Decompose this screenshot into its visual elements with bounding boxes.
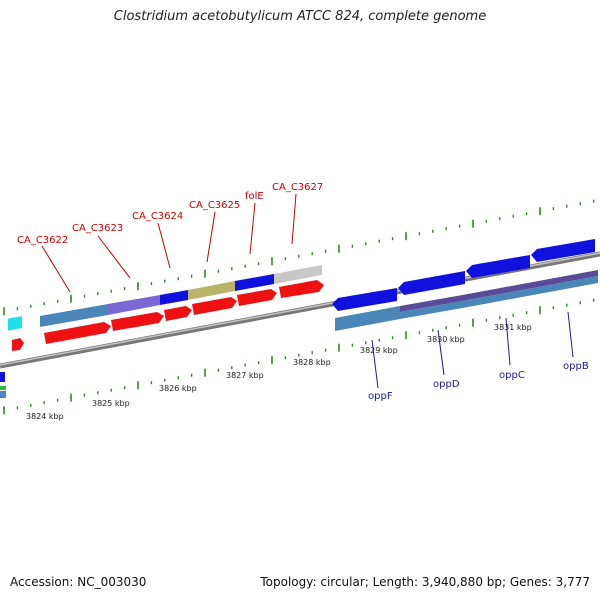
genome-stats-label: Topology: circular; Length: 3,940,880 bp…	[260, 575, 590, 589]
feature-blue-1[interactable]	[160, 290, 188, 305]
scale-label-3825: 3825 kbp	[92, 399, 130, 408]
cds-arrow-oppf[interactable]	[332, 288, 397, 311]
scale-label-3830: 3830 kbp	[427, 335, 465, 344]
top-gene-labels: CA_C3622 CA_C3623 CA_C3624 CA_C3625 folE…	[17, 182, 323, 246]
gene-label-oppb[interactable]: oppB	[563, 361, 589, 372]
bottom-strand-track-lower	[0, 270, 598, 398]
bottom-gene-labels: oppF oppD oppC oppB	[368, 361, 589, 402]
cds-arrow-ca-c3624[interactable]	[164, 306, 192, 321]
cds-arrow-ca-c3622[interactable]	[44, 322, 111, 344]
callout-ca-c3622	[41, 245, 71, 293]
cds-arrow-fole[interactable]	[237, 289, 277, 306]
feature-steel-blue-1[interactable]	[40, 304, 108, 327]
scale-label-3828: 3828 kbp	[293, 358, 331, 367]
feature-cyan-partial[interactable]	[8, 316, 22, 331]
gene-label-ca-c3627[interactable]: CA_C3627	[272, 182, 323, 193]
top-strand-track-upper	[40, 265, 322, 327]
cds-arrow-ca-c3623[interactable]	[111, 312, 164, 331]
gene-label-fole[interactable]: folE	[245, 191, 264, 202]
scale-label-3827: 3827 kbp	[226, 371, 264, 380]
callout-fole	[249, 202, 256, 255]
feature-purple-1[interactable]	[108, 295, 160, 315]
gene-label-oppc[interactable]: oppC	[499, 370, 525, 381]
scale-label-3826: 3826 kbp	[159, 384, 197, 393]
feature-green-partial[interactable]	[0, 386, 6, 390]
scale-label-3831: 3831 kbp	[494, 323, 532, 332]
scale-labels: 3824 kbp 3825 kbp 3826 kbp 3827 kbp 3828…	[26, 323, 532, 421]
callout-ca-c3625	[206, 211, 216, 263]
callout-oppb	[567, 311, 574, 358]
callout-ca-c3623	[97, 235, 131, 279]
bottom-label-callouts	[371, 311, 574, 389]
cds-arrow-oppd[interactable]	[398, 271, 465, 295]
map-title: Clostridium acetobutylicum ATCC 824, com…	[113, 9, 487, 24]
callout-ca-c3624	[157, 222, 171, 269]
scale-label-3824: 3824 kbp	[26, 412, 64, 421]
top-label-callouts	[41, 193, 297, 293]
feature-blue-2[interactable]	[235, 274, 274, 291]
top-strand-cds	[8, 280, 324, 351]
feature-steel-partial[interactable]	[0, 391, 6, 398]
callout-oppd	[437, 329, 445, 376]
bottom-strand-cds	[332, 239, 595, 311]
feature-dark-purple-1[interactable]	[400, 294, 468, 312]
scale-ticks-top	[3, 199, 595, 316]
gene-label-ca-c3624[interactable]: CA_C3624	[132, 211, 183, 222]
scale-ticks-bottom	[3, 298, 595, 415]
callout-oppf	[371, 339, 379, 389]
callout-oppc	[505, 317, 511, 366]
cds-arrow-oppc[interactable]	[466, 255, 530, 278]
cds-arrow-ca-c3625[interactable]	[192, 297, 237, 315]
callout-ca-c3627	[291, 193, 297, 245]
feature-blue-partial[interactable]	[0, 372, 5, 382]
gene-label-oppd[interactable]: oppD	[433, 379, 460, 390]
scale-label-3829: 3829 kbp	[360, 346, 398, 355]
feature-dark-purple-3[interactable]	[533, 270, 598, 288]
feature-gray-1[interactable]	[274, 265, 322, 284]
cds-arrow-ca-c3627[interactable]	[279, 280, 324, 298]
feature-olive-1[interactable]	[188, 281, 235, 300]
gene-label-ca-c3625[interactable]: CA_C3625	[189, 200, 240, 211]
gene-label-oppf[interactable]: oppF	[368, 391, 393, 402]
cds-arrow-left-partial[interactable]	[12, 338, 24, 351]
gene-label-ca-c3623[interactable]: CA_C3623	[72, 223, 123, 234]
feature-steel-blue-5[interactable]	[533, 276, 598, 295]
feature-steel-blue-3[interactable]	[400, 300, 468, 319]
gene-label-ca-c3622[interactable]: CA_C3622	[17, 235, 68, 246]
accession-label: Accession: NC_003030	[10, 575, 147, 589]
feature-dark-purple-2[interactable]	[468, 282, 533, 300]
cds-arrow-oppb[interactable]	[531, 239, 595, 262]
feature-steel-blue-4[interactable]	[468, 288, 533, 307]
feature-steel-blue-2[interactable]	[335, 306, 400, 331]
